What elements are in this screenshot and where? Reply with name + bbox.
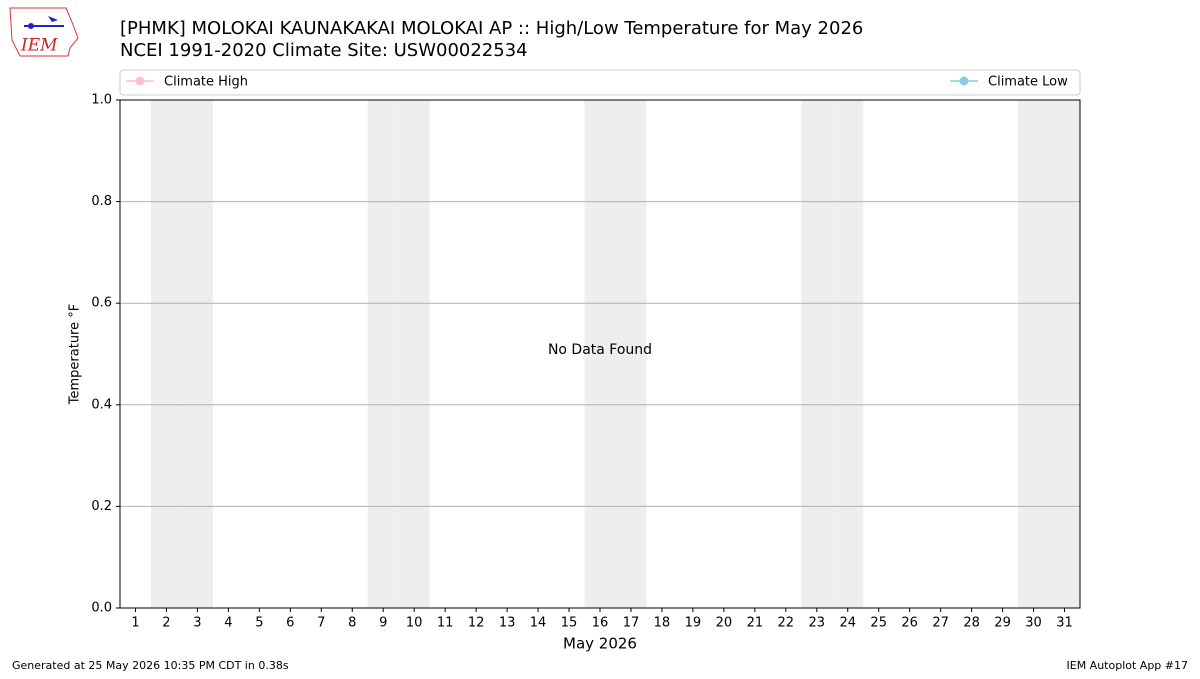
logo-text: IEM [20,36,58,56]
x-tick-label: 10 [406,616,423,631]
y-tick-label: 0.6 [91,296,112,311]
x-tick-label: 1 [131,616,139,631]
x-tick-label: 25 [870,616,887,631]
x-tick-label: 7 [317,616,325,631]
weekend-shade [832,100,864,608]
weekend-shade [367,100,399,608]
x-tick-label: 22 [778,616,795,631]
annotation: No Data Found [548,342,652,358]
x-tick-label: 9 [379,616,387,631]
footer-right: IEM Autoplot App #17 [1067,659,1189,672]
chart-subtitle: NCEI 1991-2020 Climate Site: USW00022534 [120,40,528,61]
chart-title: [PHMK] MOLOKAI KAUNAKAKAI MOLOKAI AP :: … [120,18,863,39]
weekend-shade [615,100,647,608]
x-tick-label: 21 [747,616,764,631]
weekend-shade [398,100,430,608]
x-axis-label: May 2026 [563,635,637,653]
legend-marker [959,76,969,86]
x-tick-label: 15 [561,616,578,631]
x-tick-label: 23 [809,616,826,631]
weekend-shade [181,100,213,608]
x-tick-label: 28 [963,616,980,631]
x-tick-label: 26 [901,616,918,631]
x-tick-label: 18 [654,616,671,631]
y-tick-label: 0.2 [91,499,112,514]
y-tick-label: 0.0 [91,601,112,616]
weekend-shade [801,100,833,608]
x-tick-label: 8 [348,616,356,631]
weekend-shade [150,100,182,608]
logo-outline [9,7,79,57]
x-tick-label: 30 [1025,616,1042,631]
plot-area: 0.00.20.40.60.81.01 2 3 4 5 6 7 8 9 10 11 12 13 14 15 1… [91,93,1081,631]
legend-marker [135,76,145,86]
x-tick-label: 31 [1056,616,1073,631]
x-tick-label: 5 [255,616,263,631]
weekend-shade [1049,100,1080,608]
logo-dot [28,23,34,29]
weekend-shade [584,100,616,608]
logo-flag [48,16,58,22]
x-tick-label: 4 [224,616,232,631]
legend-box [119,69,1081,96]
y-tick-label: 0.8 [91,194,112,209]
weekend-shade [1018,100,1050,608]
x-tick-label: 19 [685,616,702,631]
y-axis-label: Temperature °F [68,304,83,405]
y-tick-label: 0.4 [91,397,112,412]
x-tick-label: 12 [468,616,485,631]
x-tick-label: 20 [716,616,733,631]
legend-label: Climate High [164,75,248,90]
x-tick-label: 29 [994,616,1011,631]
plot-frame [119,99,1081,609]
x-tick-label: 3 [193,616,201,631]
x-tick-label: 14 [530,616,547,631]
x-tick-label: 24 [839,616,856,631]
x-tick-label: 6 [286,616,294,631]
x-tick-label: 17 [623,616,640,631]
logo: IEM [9,7,79,57]
x-tick-label: 13 [499,616,516,631]
footer-left: Generated at 25 May 2026 10:35 PM CDT in… [12,659,289,672]
x-tick-label: 2 [162,616,170,631]
x-tick-label: 27 [932,616,949,631]
x-tick-label: 16 [592,616,609,631]
legend-label: Climate Low [988,75,1068,90]
x-tick-label: 11 [437,616,454,631]
y-tick-label: 1.0 [91,93,112,108]
